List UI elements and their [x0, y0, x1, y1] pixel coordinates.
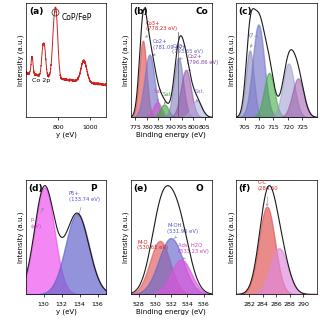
- Text: (c): (c): [238, 7, 252, 16]
- Y-axis label: Intensity (a.u.): Intensity (a.u.): [18, 35, 24, 86]
- Text: Sat.: Sat.: [194, 89, 205, 101]
- Y-axis label: Intensity (a.u.): Intensity (a.u.): [228, 212, 235, 263]
- Text: (f): (f): [238, 184, 251, 193]
- Text: (e): (e): [133, 184, 148, 193]
- Text: CoP/FeP: CoP/FeP: [62, 12, 92, 21]
- Y-axis label: Intensity (a.u.): Intensity (a.u.): [18, 212, 24, 263]
- Text: C-C
(284.60: C-C (284.60: [258, 180, 278, 206]
- X-axis label: Binding energy (eV): Binding energy (eV): [136, 308, 206, 315]
- Y-axis label: Intensity (a.u.): Intensity (a.u.): [123, 35, 129, 86]
- Text: Co3+
(778.23 eV): Co3+ (778.23 eV): [146, 21, 177, 37]
- Text: O: O: [196, 184, 203, 193]
- X-axis label: y (eV): y (eV): [56, 132, 76, 138]
- Text: (b): (b): [133, 7, 148, 16]
- Text: P: P: [90, 184, 97, 193]
- Text: P-
(eV): P- (eV): [30, 208, 43, 229]
- X-axis label: Binding energy (eV): Binding energy (eV): [136, 132, 206, 138]
- Text: Co: Co: [196, 7, 208, 16]
- Text: (a): (a): [30, 7, 44, 16]
- Text: Sat.: Sat.: [163, 92, 173, 104]
- Text: Ads. H2O
(533.23 eV): Ads. H2O (533.23 eV): [178, 243, 209, 259]
- Y-axis label: Intensity (a.u.): Intensity (a.u.): [228, 35, 235, 86]
- Text: Co2+
(781.09 eV): Co2+ (781.09 eV): [153, 39, 184, 56]
- Y-axis label: Intensity (a.u.): Intensity (a.u.): [123, 212, 129, 263]
- Text: M-OH
(531.96 eV): M-OH (531.96 eV): [167, 223, 198, 238]
- Text: P5+
(133.74 eV): P5+ (133.74 eV): [69, 191, 100, 217]
- Text: Co 2p: Co 2p: [32, 78, 50, 83]
- Text: (7...: (7...: [249, 33, 259, 47]
- Text: Sat.: Sat.: [154, 89, 164, 101]
- X-axis label: y (eV): y (eV): [56, 308, 76, 315]
- Text: (d): (d): [28, 184, 43, 193]
- Text: M-O
(530.61 eV): M-O (530.61 eV): [137, 240, 168, 251]
- Text: Co3+
(793.65 eV): Co3+ (793.65 eV): [172, 44, 204, 60]
- Text: Co2+
(796.86 eV): Co2+ (796.86 eV): [188, 54, 219, 71]
